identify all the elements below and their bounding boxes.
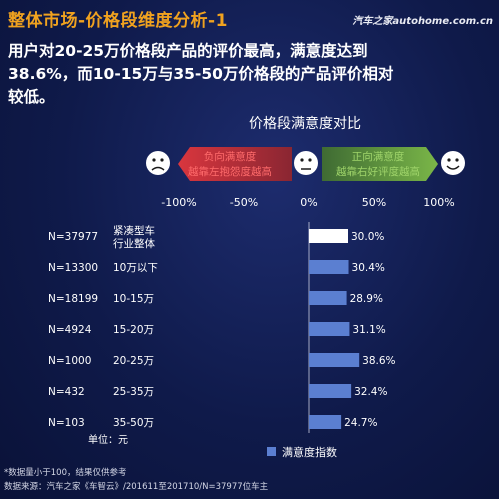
headline-line-1: 用户对20-25万价格段产品的评价最高，满意度达到 [8,42,368,60]
bar-value-label: 30.4% [352,262,385,274]
happy-face-icon [441,151,465,175]
bar [309,260,349,274]
headline-text: 用户对20-25万价格段产品的评价最高，满意度达到 38.6%，而10-15万与… [8,40,492,109]
page-title: 整体市场-价格段维度分析-1 [8,11,228,31]
x-tick-label: -100% [161,196,196,209]
row-n-label: N=1000 [48,355,91,367]
headline-line-2: 38.6%，而10-15万与35-50万价格段的产品评价相对 [8,65,394,83]
row-category-label: 20-25万 [113,355,154,367]
bar-value-label: 28.9% [350,293,383,305]
footer-source: 数据来源：汽车之家《车智云》/201611至201710/N=37977位车主 [4,482,269,492]
bar-value-label: 32.4% [354,386,387,398]
bar [309,415,342,429]
bar-value-label: 24.7% [344,417,377,429]
row-category-label: 行业整体 [113,237,155,250]
row-category-label: 10-15万 [113,293,154,305]
negative-label-1: 负向满意度 [204,150,257,163]
unit-label: 单位：元 [88,433,128,446]
positive-label-2: 越靠右好评度越高 [336,165,420,178]
row-n-label: N=432 [48,386,85,398]
positive-satisfaction-arrow: 正向满意度 越靠右好评度越高 [322,147,438,181]
row-n-label: N=4924 [48,324,92,336]
bar [309,353,360,367]
watermark-logo: 汽车之家autohome.com.cn [352,16,493,27]
legend: 满意度指数 [267,445,337,459]
footer-note: *数据量小于100，结果仅供参考 [4,468,127,478]
legend-label: 满意度指数 [282,445,337,459]
row-category-label: 紧凑型车 [113,224,155,237]
bar [309,322,350,336]
bar-overall [309,229,348,243]
row-category-label: 15-20万 [113,324,154,336]
neutral-face-icon [294,151,318,175]
x-tick-label: 0% [300,196,317,209]
row-n-label: N=37977 [48,231,98,243]
bar [309,384,352,398]
row-n-label: N=18199 [48,293,98,305]
x-tick-label: -50% [230,196,258,209]
sad-face-icon [146,151,170,175]
bar-value-label: 38.6% [362,355,395,367]
bar-value-label: 30.0% [351,231,384,243]
x-axis-ticks: -100% -50% 0% 50% 100% [161,196,454,209]
negative-label-2: 越靠左抱怨度越高 [188,165,272,178]
row-n-label: N=103 [48,417,85,429]
x-tick-label: 50% [362,196,386,209]
positive-label-1: 正向满意度 [352,150,405,163]
bar [309,291,347,305]
row-category-label: 35-50万 [113,417,154,429]
row-n-label: N=13300 [48,262,98,274]
x-tick-label: 100% [423,196,454,209]
row-category-label: 10万以下 [113,262,158,274]
headline-line-3: 较低。 [8,88,55,106]
row-category-label: 25-35万 [113,386,154,398]
legend-swatch [267,447,276,456]
negative-satisfaction-arrow: 负向满意度 越靠左抱怨度越高 [178,147,292,181]
chart-title: 价格段满意度对比 [249,115,361,132]
bar-value-label: 31.1% [352,324,385,336]
